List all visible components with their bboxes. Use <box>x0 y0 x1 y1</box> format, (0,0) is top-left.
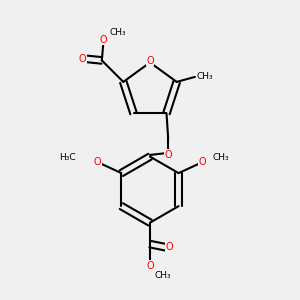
Text: O: O <box>100 34 107 45</box>
Text: O: O <box>199 157 206 167</box>
Text: O: O <box>165 242 173 252</box>
Text: O: O <box>79 54 86 64</box>
Text: O: O <box>146 56 154 66</box>
Text: CH₃: CH₃ <box>155 271 172 280</box>
Text: CH₃: CH₃ <box>110 28 126 37</box>
Text: CH₃: CH₃ <box>196 72 213 81</box>
Text: CH₃: CH₃ <box>213 153 229 162</box>
Text: O: O <box>146 261 154 271</box>
Text: O: O <box>94 157 101 167</box>
Text: H₃C: H₃C <box>59 153 76 162</box>
Text: O: O <box>164 149 172 160</box>
